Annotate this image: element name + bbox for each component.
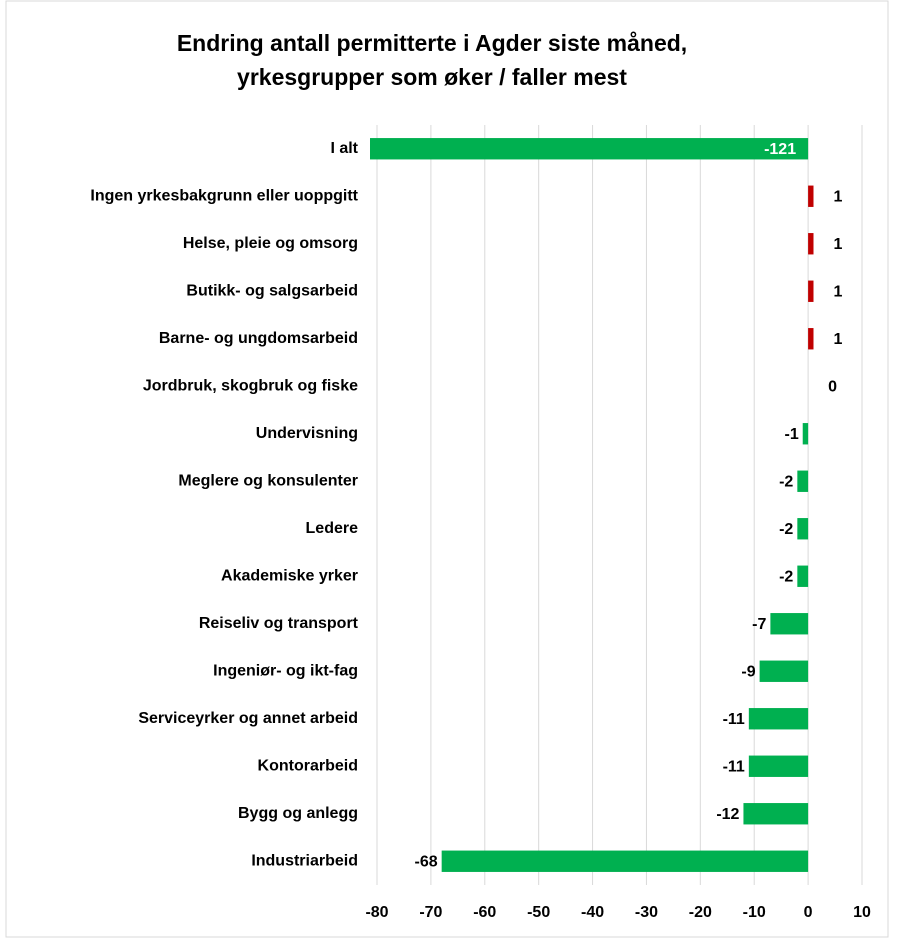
y-tick-label: Undervisning — [256, 425, 358, 442]
x-tick-label: 10 — [853, 904, 871, 921]
bar — [797, 470, 809, 492]
y-tick-label: I alt — [330, 140, 358, 157]
bar — [748, 755, 809, 777]
bar — [743, 803, 809, 825]
bar — [748, 708, 809, 730]
data-label: -7 — [752, 616, 766, 633]
y-tick-label: Serviceyrker og annet arbeid — [138, 710, 358, 727]
data-label: -12 — [716, 806, 739, 823]
y-tick-label: Ingen yrkesbakgrunn eller uoppgitt — [90, 187, 358, 204]
y-tick-label: Bygg og anlegg — [238, 805, 358, 822]
bar — [759, 660, 809, 682]
y-tick-label: Akademiske yrker — [221, 567, 358, 584]
data-label: 1 — [834, 283, 843, 300]
x-tick-label: -30 — [635, 904, 658, 921]
y-tick-label: Barne- og ungdomsarbeid — [159, 330, 358, 347]
data-label: -2 — [779, 568, 793, 585]
data-label: -2 — [779, 521, 793, 538]
bar — [441, 850, 809, 872]
y-tick-label: Ingeniør- og ikt-fag — [213, 662, 358, 679]
data-label: 1 — [834, 236, 843, 253]
data-label: 1 — [834, 188, 843, 205]
y-tick-label: Kontorarbeid — [258, 757, 358, 774]
data-label: -1 — [784, 426, 798, 443]
x-tick-label: 0 — [804, 904, 813, 921]
x-tick-label: -20 — [689, 904, 712, 921]
y-tick-label: Jordbruk, skogbruk og fiske — [143, 377, 358, 394]
y-tick-label: Butikk- og salgsarbeid — [186, 282, 358, 299]
bar — [808, 328, 814, 350]
chart-title: yrkesgrupper som øker / faller mest — [237, 64, 627, 90]
y-tick-label: Helse, pleie og omsorg — [183, 235, 358, 252]
x-tick-label: -10 — [743, 904, 766, 921]
y-tick-label: Reiseliv og transport — [199, 615, 359, 632]
bar — [808, 280, 814, 302]
x-tick-label: -40 — [581, 904, 604, 921]
chart-title: Endring antall permitterte i Agder siste… — [177, 30, 687, 56]
bar — [770, 613, 809, 635]
data-label: -11 — [723, 758, 745, 775]
data-label: 0 — [828, 378, 837, 395]
x-tick-label: -50 — [527, 904, 550, 921]
data-label: -11 — [723, 711, 745, 728]
data-label: -68 — [415, 853, 438, 870]
x-tick-label: -60 — [473, 904, 496, 921]
x-tick-label: -70 — [419, 904, 442, 921]
y-tick-label: Meglere og konsulenter — [178, 472, 358, 489]
bar — [802, 423, 809, 445]
data-label: 1 — [834, 331, 843, 348]
bar — [808, 185, 814, 207]
y-tick-label: Ledere — [306, 520, 359, 537]
data-label: -9 — [741, 663, 755, 680]
bar — [797, 518, 809, 540]
x-tick-label: -80 — [365, 904, 388, 921]
plot-area — [370, 138, 814, 872]
data-label: -121 — [764, 141, 796, 158]
data-label: -2 — [779, 473, 793, 490]
bar — [797, 565, 809, 587]
y-tick-label: Industriarbeid — [251, 852, 358, 869]
bar — [808, 233, 814, 255]
bar — [370, 138, 809, 160]
